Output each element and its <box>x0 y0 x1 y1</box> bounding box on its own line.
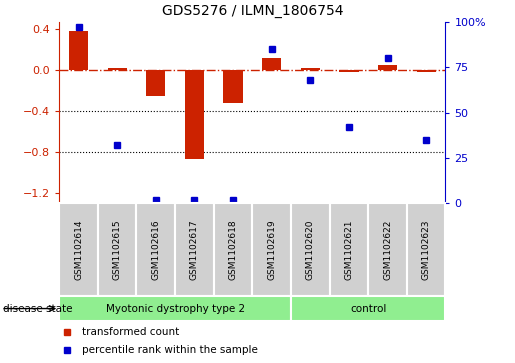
Text: GSM1102622: GSM1102622 <box>383 219 392 280</box>
Text: GSM1102617: GSM1102617 <box>190 219 199 280</box>
Bar <box>224 70 243 103</box>
Text: percentile rank within the sample: percentile rank within the sample <box>82 345 259 355</box>
Bar <box>378 65 397 70</box>
Bar <box>291 203 330 296</box>
Bar <box>368 203 407 296</box>
Bar <box>339 70 358 72</box>
Text: transformed count: transformed count <box>82 327 180 337</box>
Bar <box>108 68 127 70</box>
Text: GSM1102614: GSM1102614 <box>74 219 83 280</box>
Text: control: control <box>350 303 386 314</box>
Bar <box>417 70 436 72</box>
Text: GSM1102621: GSM1102621 <box>345 219 353 280</box>
Bar <box>146 70 165 95</box>
Bar <box>262 58 281 70</box>
Bar <box>407 203 445 296</box>
Text: GSM1102616: GSM1102616 <box>151 219 160 280</box>
Title: GDS5276 / ILMN_1806754: GDS5276 / ILMN_1806754 <box>162 4 343 18</box>
Bar <box>301 68 320 70</box>
Bar <box>185 70 204 159</box>
Text: Myotonic dystrophy type 2: Myotonic dystrophy type 2 <box>106 303 245 314</box>
Bar <box>291 296 445 321</box>
Text: GSM1102619: GSM1102619 <box>267 219 276 280</box>
Bar <box>330 203 368 296</box>
Text: GSM1102620: GSM1102620 <box>306 219 315 280</box>
Text: GSM1102623: GSM1102623 <box>422 219 431 280</box>
Bar <box>175 203 214 296</box>
Bar <box>214 203 252 296</box>
Bar <box>59 296 291 321</box>
Text: GSM1102615: GSM1102615 <box>113 219 122 280</box>
Bar <box>98 203 136 296</box>
Bar <box>252 203 291 296</box>
Bar <box>136 203 175 296</box>
Text: GSM1102618: GSM1102618 <box>229 219 237 280</box>
Bar <box>59 203 98 296</box>
Bar <box>69 31 88 70</box>
Text: disease state: disease state <box>3 303 72 314</box>
